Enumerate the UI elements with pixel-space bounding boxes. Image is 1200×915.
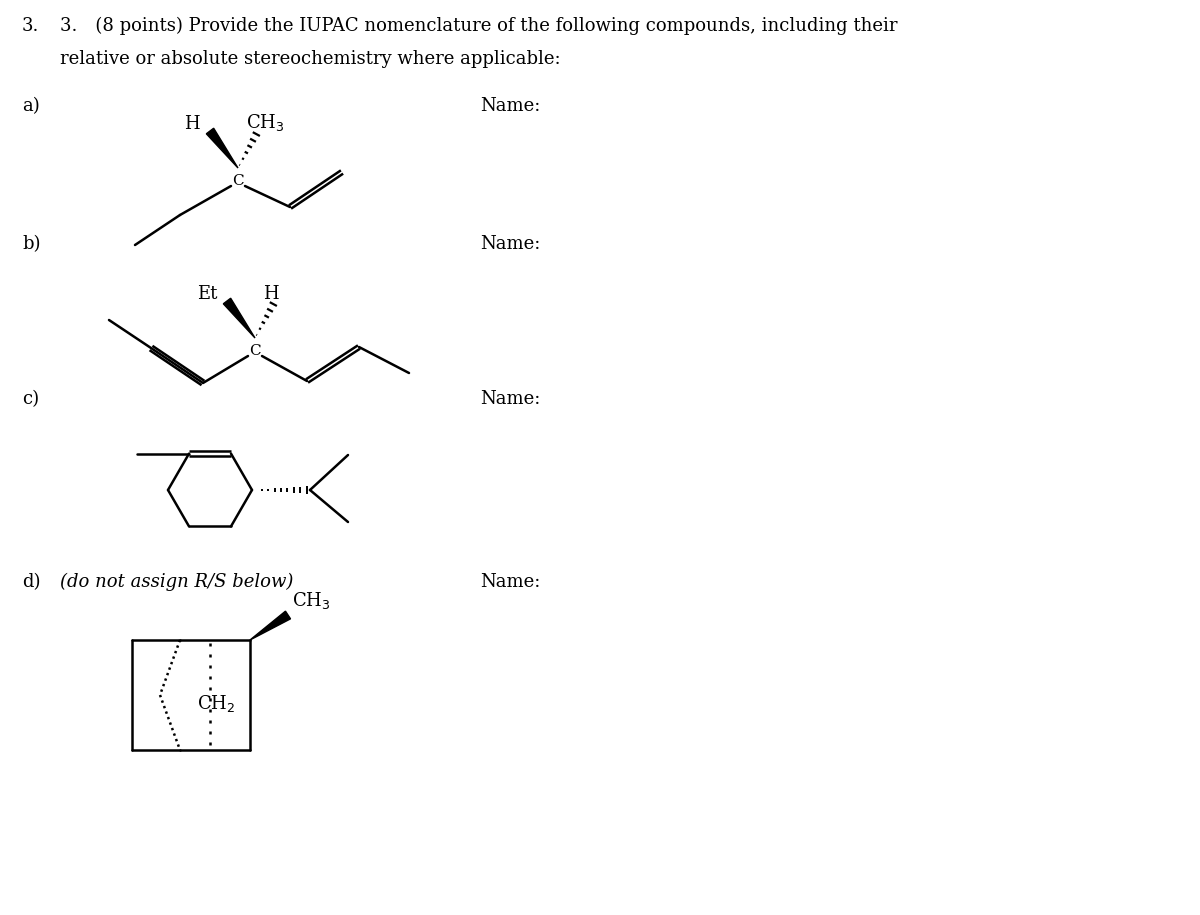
Text: Name:: Name:	[480, 390, 540, 408]
Text: 3.: 3.	[22, 17, 40, 35]
Text: Name:: Name:	[480, 235, 540, 253]
Text: b): b)	[22, 235, 41, 253]
Polygon shape	[206, 128, 238, 168]
Text: Name:: Name:	[480, 97, 540, 115]
Polygon shape	[250, 611, 290, 640]
Text: relative or absolute stereochemistry where applicable:: relative or absolute stereochemistry whe…	[60, 50, 560, 68]
Text: d): d)	[22, 573, 41, 591]
Text: H: H	[263, 285, 278, 303]
Text: H: H	[185, 115, 200, 133]
Text: c): c)	[22, 390, 40, 408]
Text: (do not assign R/S below): (do not assign R/S below)	[60, 573, 293, 591]
Text: CH$_3$: CH$_3$	[292, 590, 330, 611]
Text: C: C	[232, 174, 244, 188]
Text: CH$_2$: CH$_2$	[197, 693, 235, 714]
Text: C: C	[250, 344, 260, 358]
Text: a): a)	[22, 97, 40, 115]
Text: 3. (8 points) Provide the IUPAC nomenclature of the following compounds, includi: 3. (8 points) Provide the IUPAC nomencla…	[60, 17, 898, 36]
Text: CH$_3$: CH$_3$	[246, 112, 284, 133]
Text: Et: Et	[197, 285, 217, 303]
Polygon shape	[223, 298, 254, 338]
Text: Name:: Name:	[480, 573, 540, 591]
